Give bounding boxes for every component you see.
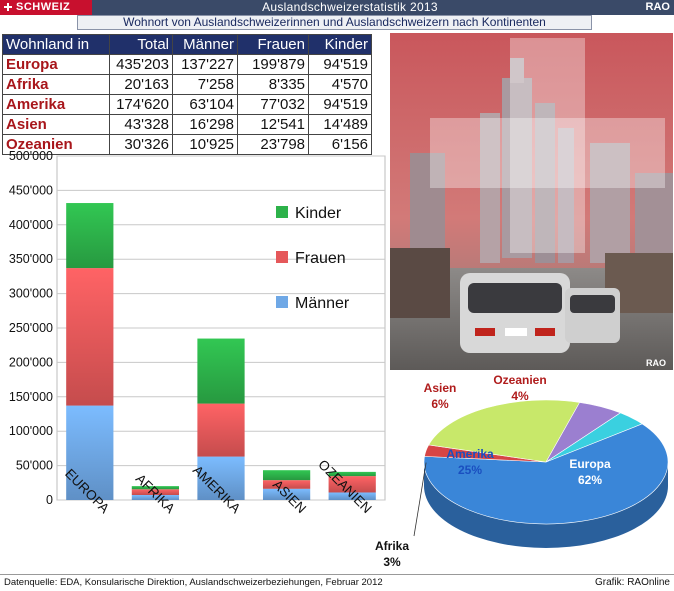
legend-swatch (276, 296, 288, 308)
swiss-cross-icon (4, 3, 12, 11)
y-tick-label: 100'000 (9, 424, 53, 438)
table-row: Ozeanien 30'326 10'925 23'798 6'156 (2, 134, 372, 155)
table-cell: 8'335 (237, 74, 309, 95)
table-header-cell: Total (109, 34, 173, 55)
table-row: Asien 43'328 16'298 12'541 14'489 (2, 114, 372, 135)
y-tick-label: 150'000 (9, 390, 53, 404)
pie-chart: Europa 62% Afrika 3% Amerika 25% Asien 6% Ozeani… (375, 373, 669, 569)
table-header-row: Wohnland in Total Männer Frauen Kinder (2, 34, 372, 55)
bar-segment-kinder (131, 486, 180, 490)
bar-segment-frauen (328, 476, 376, 493)
y-tick-label: 350'000 (9, 252, 53, 266)
table-cell: 137'227 (172, 54, 238, 75)
pie-slice-ozeanien (545, 412, 643, 463)
table-cell: 16'298 (172, 114, 238, 135)
legend-label: Männer (295, 295, 350, 312)
table-row: Amerika 174'620 63'104 77'032 94'519 (2, 94, 372, 115)
table-cell: 174'620 (109, 94, 173, 115)
pie-label: Amerika (446, 447, 494, 461)
bar-segment-männer (131, 495, 180, 500)
bar-segment-männer (328, 492, 376, 500)
table-cell: 30'326 (109, 134, 173, 155)
pie-label: Ozeanien (493, 373, 546, 387)
pie-percent-label: 62% (578, 473, 602, 487)
table-header-cell: Frauen (237, 34, 309, 55)
bar-segment-frauen (66, 268, 114, 406)
credit-note: Grafik: RAOnline (594, 577, 670, 588)
table-cell: Asien (2, 114, 110, 135)
table-cell: Ozeanien (2, 134, 110, 155)
y-tick-label: 300'000 (9, 287, 53, 301)
y-tick-label: 250'000 (9, 321, 53, 335)
table-cell: 77'032 (237, 94, 309, 115)
table-cell: 20'163 (109, 74, 173, 95)
table-cell: Afrika (2, 74, 110, 95)
bar-segment-frauen (131, 489, 180, 496)
bar-segment-kinder (262, 470, 311, 481)
y-tick-label: 450'000 (9, 183, 53, 197)
y-tick-label: 500'000 (9, 150, 53, 163)
source-note: Datenquelle: EDA, Konsularische Direktio… (4, 577, 383, 588)
pie-label: Asien (424, 381, 457, 395)
bar-segment-kinder (66, 203, 114, 269)
photo-watermark: RAO (646, 358, 666, 368)
table-header-cell: Kinder (308, 34, 372, 55)
pie-percent-label: 6% (431, 397, 449, 411)
table-row: Europa 435'203 137'227 199'879 94'519 (2, 54, 372, 75)
brand-label: SCHWEIZ (16, 1, 71, 13)
table-cell: 4'570 (308, 74, 372, 95)
page-subtitle: Wohnort von Auslandschweizerinnen und Au… (77, 15, 592, 30)
pie-percent-label: 3% (383, 555, 401, 569)
bar-segment-kinder (328, 471, 376, 477)
bar-segment-männer (66, 405, 114, 500)
table-cell: 435'203 (109, 54, 173, 75)
table-header-cell: Wohnland in (2, 34, 110, 55)
pie-slice-side-europa (424, 462, 668, 548)
table-cell: 14'489 (308, 114, 372, 135)
table-cell: 23'798 (237, 134, 309, 155)
stacked-bar-chart: 0 50'000 100'000 150'000 200'000 250'000 300'0… (9, 150, 386, 516)
footer-divider (0, 574, 674, 575)
table-cell: 94'519 (308, 54, 372, 75)
bar-segment-frauen (262, 480, 311, 489)
table-header-cell: Männer (172, 34, 238, 55)
pie-label: Afrika (375, 539, 409, 553)
pie-percent-label: 25% (458, 463, 482, 477)
pie-label: Europa (569, 457, 611, 471)
table-cell: 12'541 (237, 114, 309, 135)
pie-percent-label: 4% (511, 389, 529, 403)
legend-swatch (276, 251, 288, 263)
table-cell: 199'879 (237, 54, 309, 75)
table-cell: Europa (2, 54, 110, 75)
legend-swatch (276, 206, 288, 218)
legend-label: Kinder (295, 205, 342, 222)
table-cell: Amerika (2, 94, 110, 115)
brand-badge: SCHWEIZ (0, 0, 92, 15)
legend-label: Frauen (295, 250, 346, 267)
logo-text: RAO (645, 1, 670, 13)
city-photo (390, 33, 673, 370)
table-cell: 94'519 (308, 94, 372, 115)
bar-segment-männer (197, 456, 245, 500)
y-tick-label: 200'000 (9, 355, 53, 369)
table-cell: 63'104 (172, 94, 238, 115)
table-row: Afrika 20'163 7'258 8'335 4'570 (2, 74, 372, 95)
bar-segment-frauen (197, 403, 245, 457)
city-photo-illustration (390, 33, 673, 370)
pie-slice-europa (423, 423, 669, 525)
table-cell: 6'156 (308, 134, 372, 155)
bar-segment-männer (262, 488, 311, 500)
table-cell: 10'925 (172, 134, 238, 155)
pie-leader-line (413, 462, 427, 537)
pie-slice-amerika (428, 399, 581, 463)
y-tick-label: 50'000 (16, 459, 53, 473)
y-tick-label: 400'000 (9, 218, 53, 232)
bar-segment-kinder (197, 338, 245, 404)
y-tick-label: 0 (46, 493, 53, 507)
header-bar (0, 0, 674, 15)
table-cell: 7'258 (172, 74, 238, 95)
page-title: Auslandschweizerstatistik 2013 (262, 0, 438, 14)
table-cell: 43'328 (109, 114, 173, 135)
stats-table: Wohnland in Total Männer Frauen Kinder E… (2, 34, 372, 155)
